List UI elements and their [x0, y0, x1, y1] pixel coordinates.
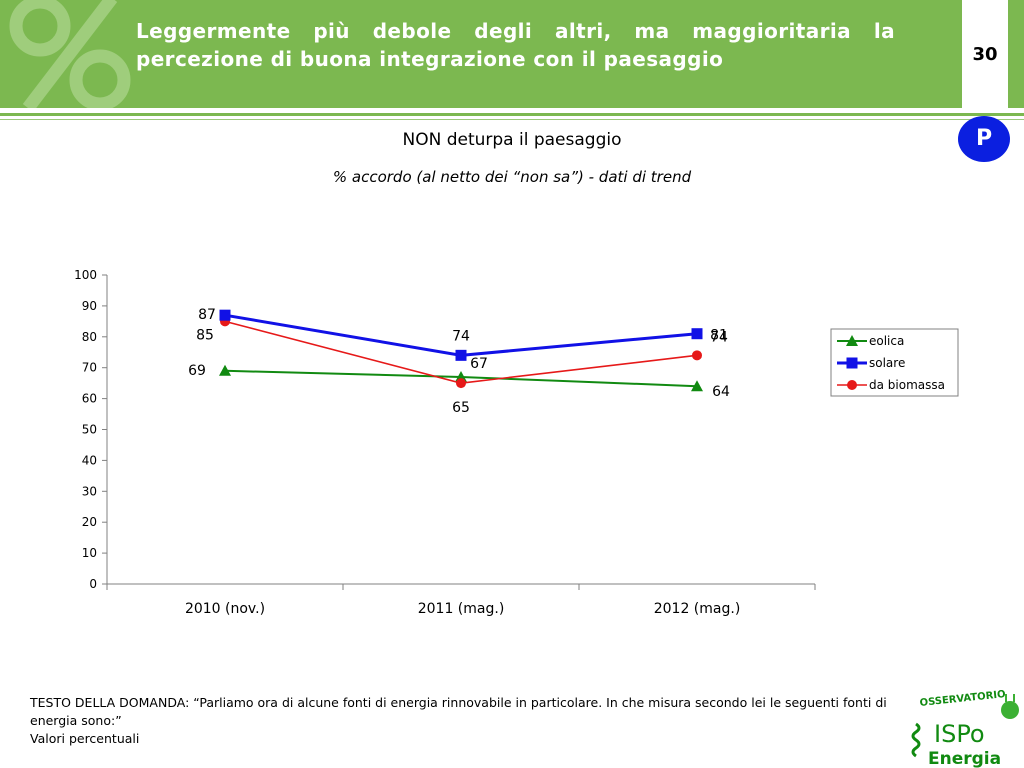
data-label: 74	[710, 329, 728, 345]
x-tick-label: 2011 (mag.)	[418, 601, 505, 617]
y-tick-label: 60	[82, 392, 97, 406]
y-tick-label: 50	[82, 423, 97, 437]
data-point-solare	[219, 309, 231, 321]
plug-icon	[1001, 701, 1019, 719]
x-tick-label: 2012 (mag.)	[654, 601, 741, 617]
y-tick-label: 90	[82, 299, 97, 313]
data-label: 67	[470, 356, 488, 372]
y-tick-label: 70	[82, 361, 97, 375]
question-label: TESTO DELLA DOMANDA: “Parliamo ora di al…	[30, 695, 887, 728]
data-label: 81	[710, 328, 728, 344]
data-label: 65	[452, 400, 470, 416]
osservatorio-logo: OSSERVATORIO ISPo Energia	[911, 689, 1019, 768]
chart-subtitle: % accordo (al netto dei “non sa”) - dati…	[332, 168, 692, 186]
logo-line1: OSSERVATORIO	[919, 689, 1006, 709]
y-tick-label: 80	[82, 330, 97, 344]
data-label: 69	[188, 363, 206, 379]
page-number: 30	[962, 0, 1008, 108]
slide-title: Leggermente più debole degli altri, ma m…	[136, 19, 895, 71]
x-tick-label: 2010 (nov.)	[185, 601, 265, 617]
coil-icon	[911, 722, 921, 758]
divider-line-thin	[0, 119, 1024, 120]
legend-marker	[846, 335, 858, 346]
header-edge	[1008, 0, 1024, 108]
legend-label: eolica	[869, 334, 904, 348]
y-tick-label: 10	[82, 546, 97, 560]
legend-label: da biomassa	[869, 378, 945, 392]
data-point-da-biomassa	[456, 378, 466, 389]
data-label: 87	[198, 307, 216, 323]
y-tick-label: 30	[82, 484, 97, 498]
data-label: 85	[196, 327, 214, 343]
header-bar: Leggermente più debole degli altri, ma m…	[0, 0, 962, 108]
logo-line3: Energia	[928, 749, 1001, 768]
question-text: TESTO DELLA DOMANDA: “Parliamo ora di al…	[30, 694, 896, 748]
y-tick-label: 20	[82, 515, 97, 529]
chart-axes: 0 10 20 30 40 50 60 70 80 90 100 2010 (nov.) 2011 (m…	[74, 268, 816, 617]
y-tick-label: 100	[74, 268, 97, 282]
data-point-eolica	[691, 380, 703, 392]
legend-label: solare	[869, 356, 905, 370]
percent-icon	[9, 0, 131, 108]
chart-series	[219, 309, 703, 392]
data-label: 64	[712, 384, 730, 400]
y-tick-label: 40	[82, 453, 97, 467]
section-badge: P	[958, 116, 1010, 162]
divider-line	[0, 113, 1024, 116]
data-label: 74	[452, 328, 470, 344]
values-note: Valori percentuali	[30, 731, 140, 746]
y-tick-label: 0	[89, 577, 97, 591]
line-chart: 0 10 20 30 40 50 60 70 80 90 100 2010 (nov.) 2011 (m…	[74, 268, 959, 617]
data-point-solare	[455, 349, 467, 361]
data-point-eolica	[219, 364, 231, 376]
data-point-solare	[691, 328, 703, 340]
chart-title: NON deturpa il paesaggio	[402, 130, 622, 150]
legend-marker	[847, 380, 857, 390]
legend-marker	[846, 357, 858, 369]
data-point-da-biomassa	[692, 350, 702, 361]
logo-line2: ISPo	[934, 720, 985, 748]
chart-legend: eolica solare da biomassa	[830, 328, 959, 397]
